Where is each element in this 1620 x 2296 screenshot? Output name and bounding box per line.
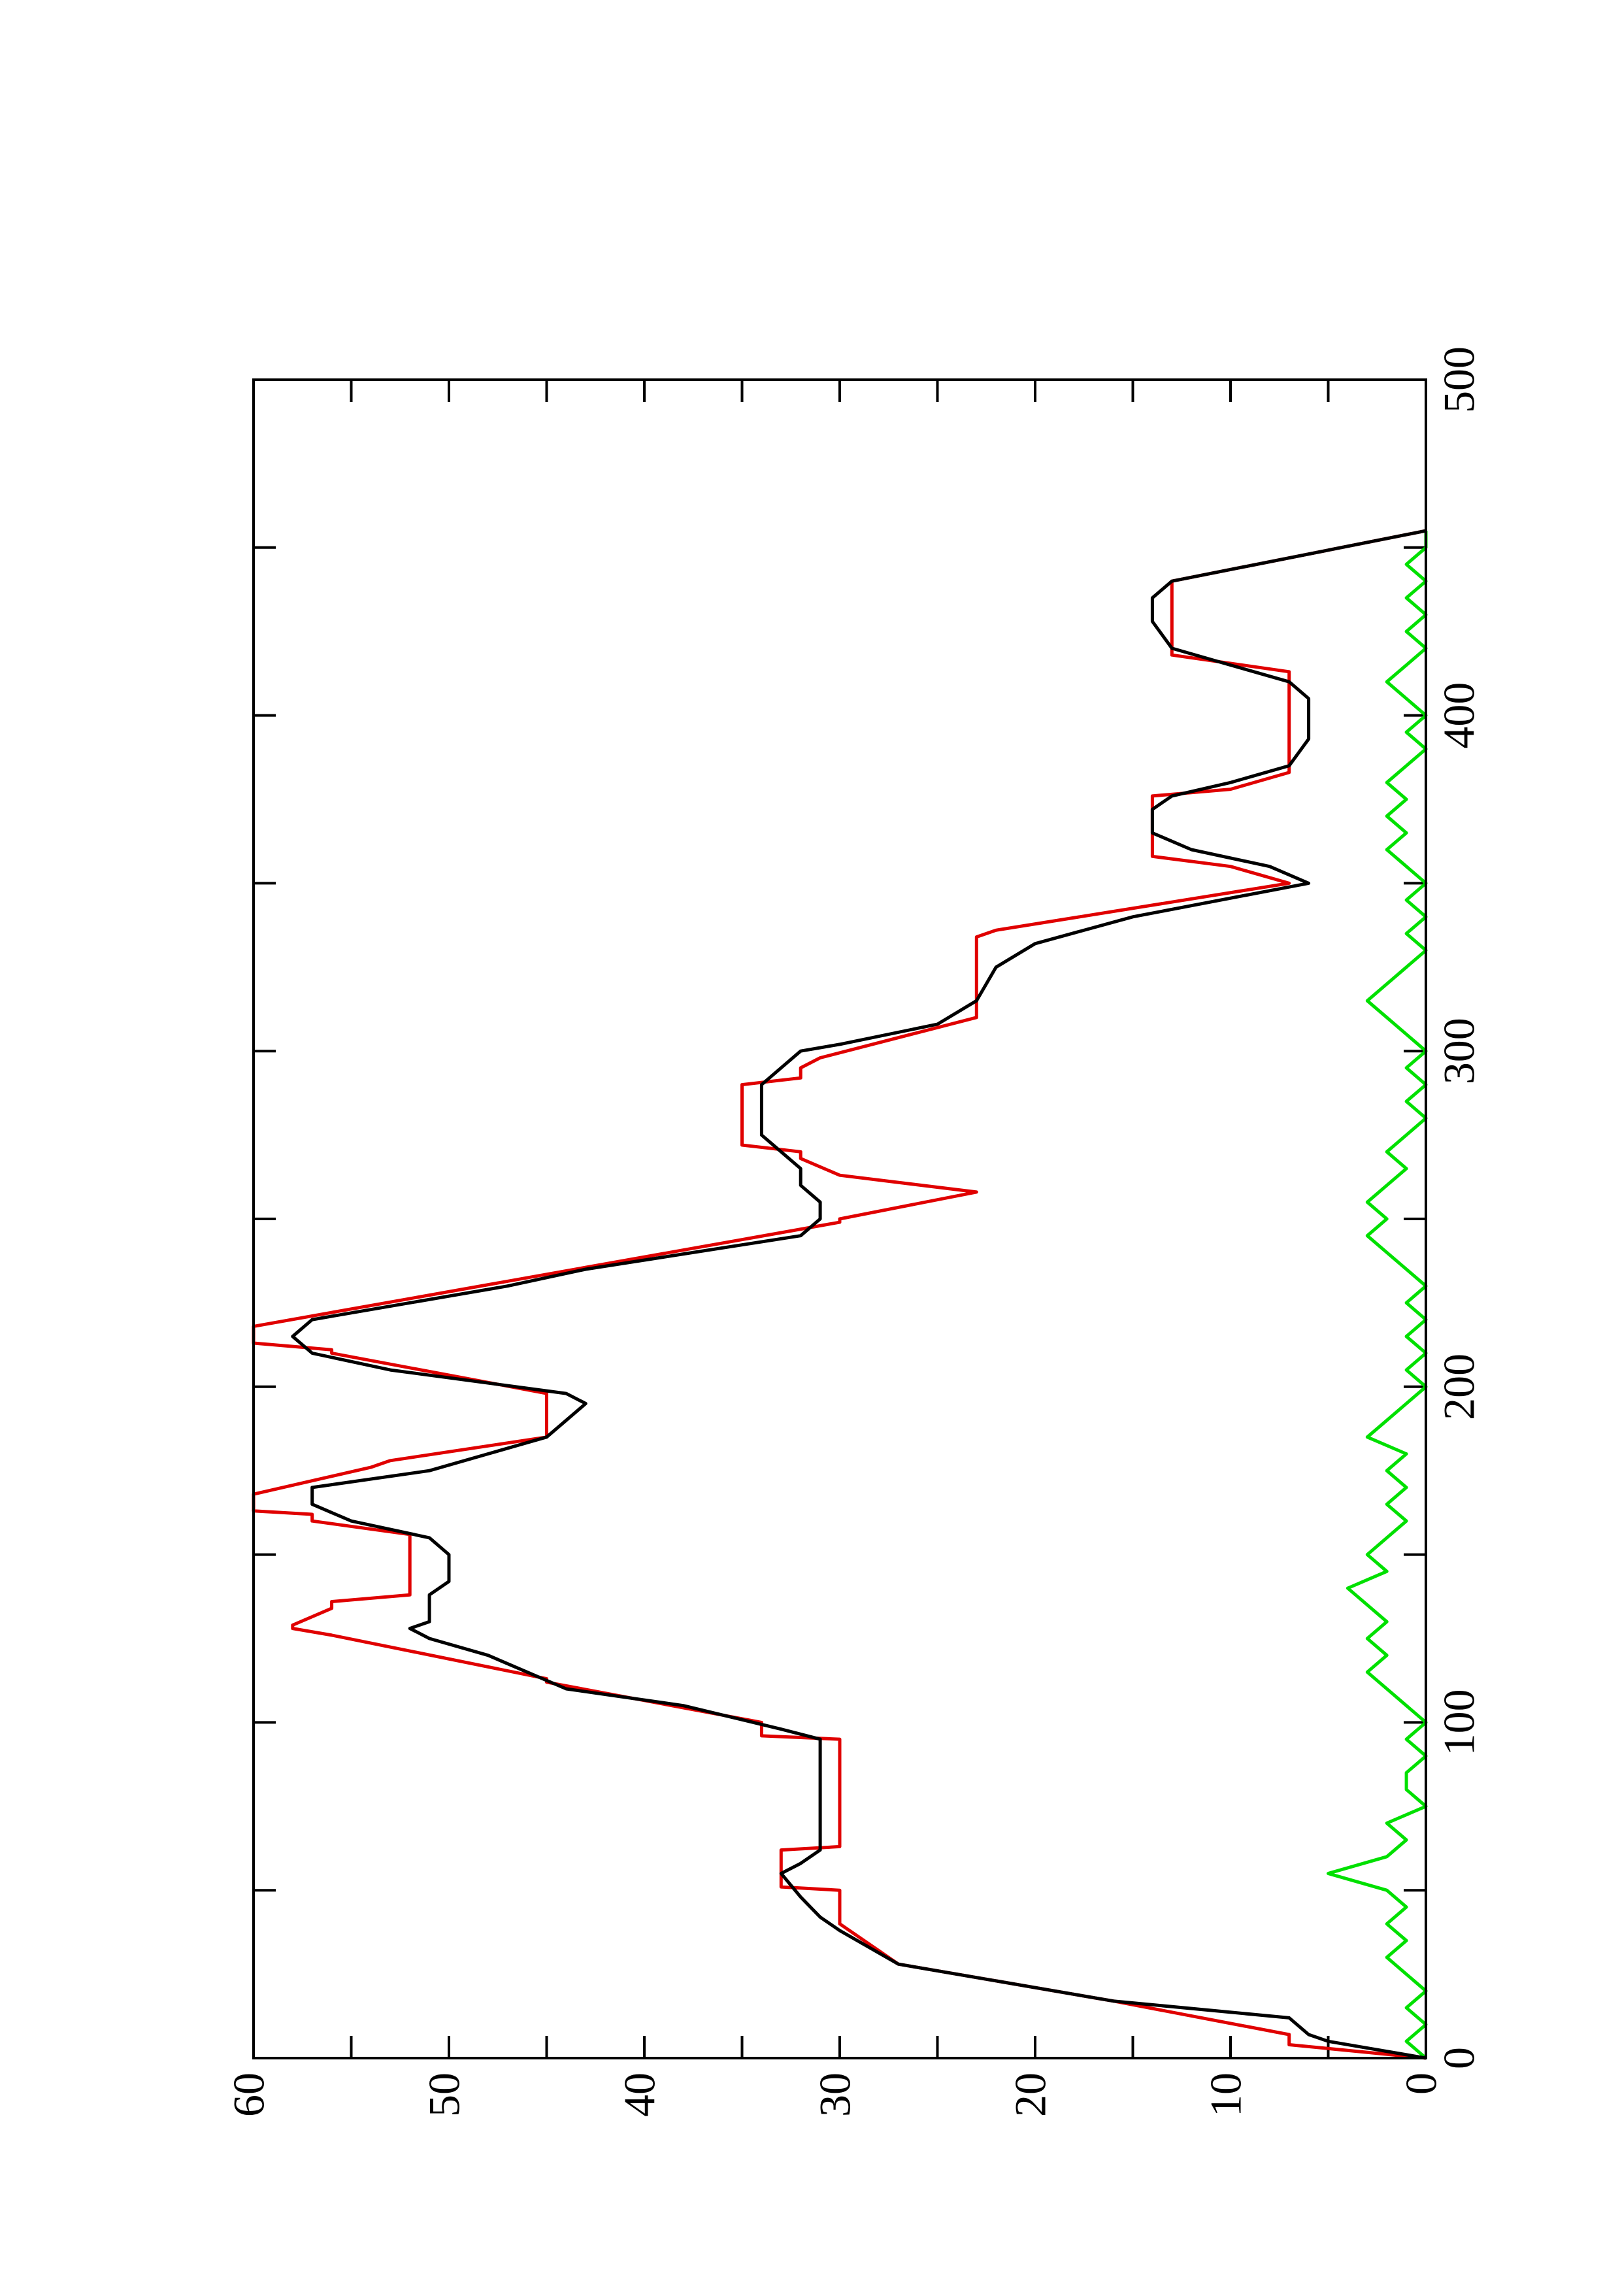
x-tick-label: 500 [1434,346,1484,413]
y-tick-label: 40 [615,2072,665,2117]
y-tick-label: 20 [1006,2072,1055,2117]
rotated-plot: 0 100 200 300 400 500 0 10 20 30 40 50 60 [224,346,1484,2117]
x-tick-label: 100 [1434,1689,1484,1755]
y-tick-label: 0 [1397,2072,1446,2095]
plot-frame [252,378,1427,2059]
x-tick-label: 200 [1434,1354,1484,1420]
data-line [252,529,1427,2060]
data-line [291,529,1427,2060]
data-line [1327,531,1428,2059]
x-tick-label: 400 [1434,682,1484,749]
y-tick-label: 60 [224,2072,274,2117]
y-tick-label: 10 [1201,2072,1251,2117]
x-tick-label: 0 [1434,2047,1484,2069]
y-tick-label: 30 [810,2072,860,2117]
x-tick-label: 300 [1434,1018,1484,1084]
y-tick-label: 50 [420,2072,469,2117]
